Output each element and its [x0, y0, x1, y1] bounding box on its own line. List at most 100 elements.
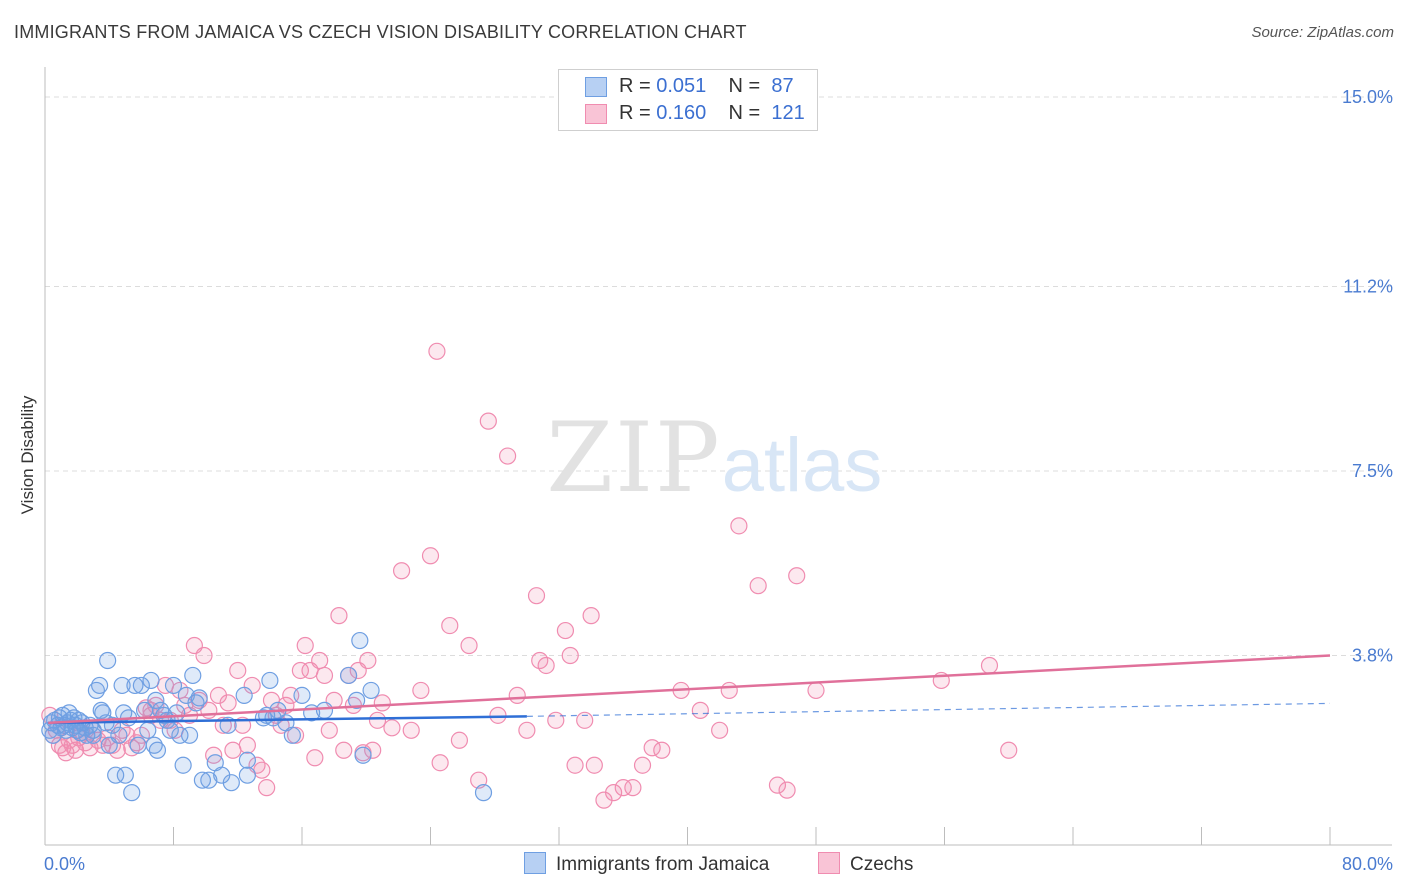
point-jamaica	[110, 726, 128, 744]
point-jamaica	[362, 681, 380, 700]
x-tick-label-min: 0.0%	[44, 854, 85, 874]
bottom-legend-swatch-pink	[818, 852, 840, 874]
bottom-legend-label-jamaica: Immigrants from Jamaica	[556, 854, 770, 875]
point-jamaica	[129, 736, 147, 754]
point-jamaica	[147, 691, 165, 709]
point-jamaica	[184, 666, 202, 685]
point-czechs	[219, 694, 237, 712]
point-czechs	[499, 447, 517, 465]
x-tick-label-max: 80.0%	[1342, 854, 1393, 874]
point-czechs	[749, 577, 767, 595]
legend-n-value: 121	[771, 102, 805, 124]
point-jamaica	[116, 766, 134, 784]
point-czechs	[778, 781, 796, 799]
point-czechs	[296, 636, 314, 655]
point-czechs	[531, 651, 549, 670]
point-jamaica	[348, 691, 366, 709]
point-jamaica	[142, 671, 160, 690]
point-jamaica	[283, 726, 301, 744]
point-czechs	[412, 681, 430, 700]
legend-n-label: N =	[728, 75, 761, 97]
point-czechs	[441, 616, 459, 635]
point-jamaica	[139, 721, 157, 739]
watermark: ZIP atlas	[546, 402, 882, 514]
point-czechs	[291, 661, 309, 680]
point-jamaica	[87, 681, 106, 700]
point-jamaica	[351, 631, 369, 650]
point-czechs	[315, 666, 334, 685]
point-jamaica	[190, 689, 208, 707]
point-czechs	[720, 681, 738, 700]
point-czechs	[224, 741, 242, 759]
legend-n-label: N =	[728, 102, 761, 124]
point-czechs	[450, 731, 469, 749]
point-czechs	[421, 547, 440, 565]
point-jamaica	[254, 709, 273, 727]
point-czechs	[508, 686, 526, 705]
legend-r-value: 0.051	[656, 75, 707, 97]
point-czechs	[306, 749, 324, 767]
point-jamaica	[164, 676, 183, 695]
point-czechs	[460, 636, 478, 655]
stats-legend: R = 0.051 N = 87 R = 0.160 N = 121	[558, 69, 818, 131]
trend-lines	[48, 654, 1331, 725]
point-jamaica	[123, 784, 141, 802]
trend-line-jamaica	[48, 715, 527, 725]
trend-line-jamaica-extrapolated	[526, 702, 1331, 717]
y-tick-label: 7.5%	[1352, 461, 1393, 481]
point-czechs	[373, 694, 391, 712]
point-jamaica	[113, 676, 131, 695]
point-czechs	[383, 719, 401, 737]
point-czechs	[253, 761, 271, 779]
point-czechs	[691, 701, 709, 719]
legend-n-value: 87	[771, 75, 794, 97]
point-czechs	[730, 517, 748, 535]
bottom-legend-czechs: Czechs	[818, 852, 913, 876]
point-czechs	[229, 661, 247, 680]
point-czechs	[980, 656, 999, 675]
point-czechs	[556, 621, 575, 640]
point-czechs	[368, 711, 387, 729]
point-jamaica	[126, 676, 144, 695]
y-tick-label: 11.2%	[1343, 276, 1393, 296]
bottom-legend-swatch-blue	[524, 852, 546, 874]
point-jamaica	[200, 771, 218, 789]
point-czechs	[320, 721, 338, 739]
point-czechs	[807, 681, 825, 700]
legend-r-label: R =	[619, 102, 651, 124]
point-jamaica	[180, 726, 199, 744]
point-czechs	[527, 587, 546, 605]
point-czechs	[614, 779, 632, 797]
point-jamaica	[238, 751, 256, 769]
point-czechs	[711, 721, 729, 739]
point-czechs	[364, 741, 382, 759]
point-jamaica	[148, 741, 167, 759]
point-jamaica	[132, 676, 150, 695]
trend-line-czechs	[48, 654, 1331, 725]
point-jamaica	[222, 774, 240, 792]
point-jamaica	[171, 726, 189, 744]
gridlines	[45, 96, 1392, 657]
point-czechs	[431, 754, 449, 772]
point-czechs	[768, 776, 787, 794]
point-czechs	[566, 756, 584, 774]
watermark-atlas: atlas	[722, 423, 883, 508]
legend-swatch-pink	[585, 104, 607, 124]
y-tick-label: 3.8%	[1352, 646, 1393, 666]
point-jamaica	[145, 736, 163, 754]
point-jamaica	[91, 676, 109, 695]
point-czechs	[582, 607, 600, 625]
point-czechs	[605, 784, 623, 802]
point-czechs	[1000, 741, 1018, 759]
point-jamaica	[238, 766, 256, 784]
point-jamaica	[187, 694, 205, 712]
tick-labels: 3.8% 7.5% 11.2% 15.0% 0.0% 80.0%	[44, 87, 1393, 874]
point-czechs	[335, 741, 353, 759]
point-jamaica	[107, 766, 125, 784]
point-czechs	[489, 706, 507, 724]
point-jamaica	[168, 704, 186, 722]
point-jamaica	[174, 756, 192, 774]
point-czechs	[633, 756, 652, 774]
legend-r-label: R =	[619, 75, 651, 97]
